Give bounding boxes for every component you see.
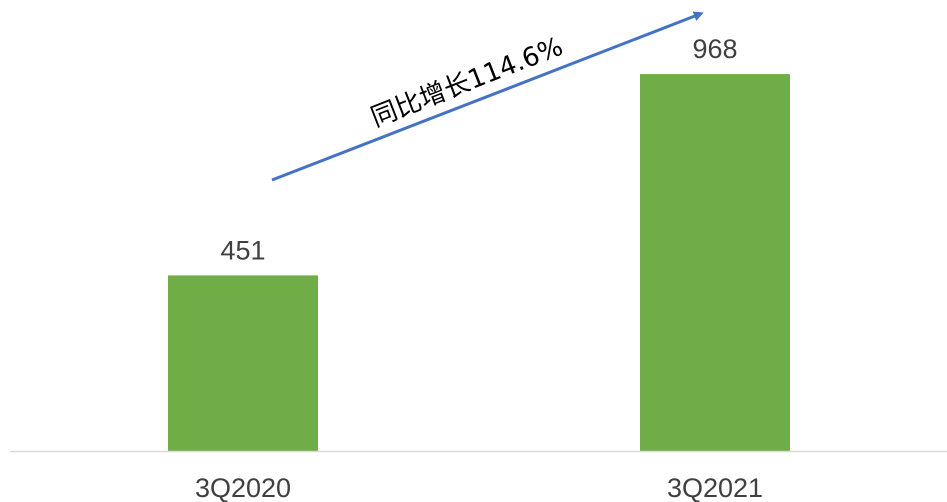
bar-3Q2020 xyxy=(168,275,318,451)
bar-3Q2021 xyxy=(640,74,790,451)
x-tick-label-3Q2020: 3Q2020 xyxy=(195,473,291,502)
data-label-3Q2021: 968 xyxy=(692,34,737,64)
growth-arrow xyxy=(271,11,704,182)
data-label-3Q2020: 451 xyxy=(220,235,265,265)
x-tick-label-3Q2021: 3Q2021 xyxy=(667,473,763,502)
labels-group: 451 3Q2020 968 3Q2021 xyxy=(195,34,763,502)
growth-annotation: 同比增长114.6% xyxy=(271,11,704,182)
growth-annotation-text: 同比增长114.6% xyxy=(367,32,567,133)
bars-group xyxy=(168,74,790,451)
